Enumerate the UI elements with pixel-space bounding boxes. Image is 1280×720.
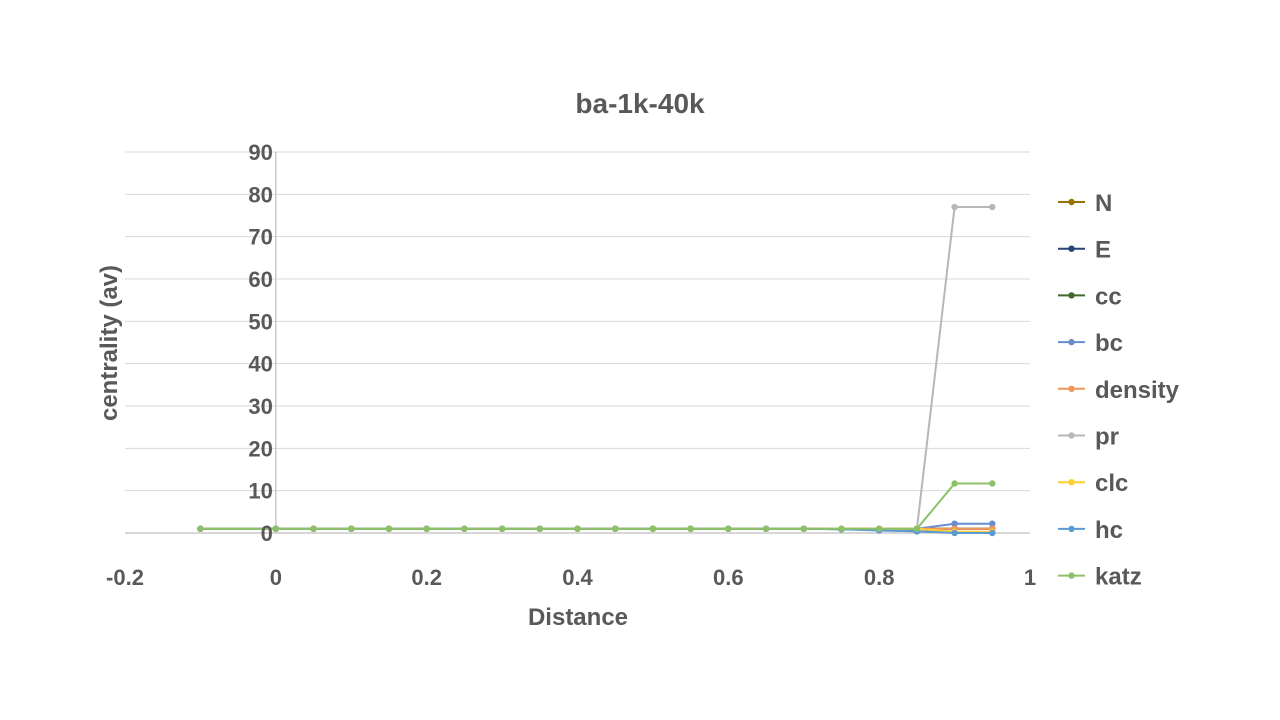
- y-tick-label: 10: [248, 479, 272, 504]
- legend-marker: [1068, 432, 1075, 439]
- legend-item-hc: hc: [1058, 517, 1123, 544]
- y-tick-label: 40: [248, 352, 272, 377]
- data-point: [989, 529, 996, 537]
- data-point: [612, 525, 619, 532]
- chart-title: ba-1k-40k: [575, 88, 705, 119]
- legend-marker: [1068, 245, 1075, 252]
- legend-item-E: E: [1058, 237, 1111, 264]
- data-point: [272, 525, 280, 532]
- legend-marker: [1068, 525, 1075, 533]
- y-axis-title: centrality (av): [96, 265, 123, 421]
- legend-marker: [1068, 385, 1075, 392]
- data-point: [725, 525, 732, 532]
- series-hc: [197, 525, 996, 537]
- y-tick-label: 50: [248, 309, 272, 334]
- y-tick-label: 70: [248, 225, 272, 250]
- x-axis-title: Distance: [528, 604, 628, 631]
- legend-item-density: density: [1058, 377, 1180, 404]
- x-tick-label: -0.2: [106, 565, 144, 590]
- series-pr: [197, 203, 996, 532]
- data-point: [951, 529, 958, 537]
- legend-label: pr: [1095, 424, 1119, 451]
- legend-marker: [1068, 479, 1075, 486]
- data-point: [461, 525, 468, 532]
- data-point: [838, 525, 845, 532]
- x-tick-label: 0: [270, 565, 282, 590]
- x-tick-label: 0.8: [864, 565, 895, 590]
- legend-item-clc: clc: [1058, 470, 1128, 497]
- axes: [125, 152, 1030, 534]
- x-tick-label: 0.2: [411, 565, 442, 590]
- legend-label: hc: [1095, 517, 1123, 544]
- data-point: [989, 520, 996, 527]
- data-point: [348, 525, 355, 532]
- y-tick-label: 90: [248, 140, 272, 165]
- data-point: [951, 203, 958, 211]
- legend-label: density: [1095, 377, 1180, 404]
- legend-label: E: [1095, 237, 1111, 264]
- data-point: [687, 525, 694, 532]
- data-point: [423, 525, 430, 532]
- legend-label: N: [1095, 190, 1112, 217]
- data-point: [951, 520, 958, 527]
- data-point: [649, 525, 657, 532]
- legend-item-pr: pr: [1058, 424, 1119, 451]
- data-point: [536, 525, 543, 532]
- series-katz: [197, 480, 996, 532]
- legend-label: bc: [1095, 330, 1123, 357]
- data-point: [989, 203, 996, 211]
- legend-item-N: N: [1058, 190, 1112, 217]
- y-tick-label: 80: [248, 182, 272, 207]
- legend-marker: [1068, 572, 1075, 579]
- y-tick-label: 0: [261, 521, 273, 546]
- x-tick-label: 0.4: [562, 565, 593, 590]
- y-tick-label: 60: [248, 267, 272, 292]
- x-tick-label: 0.6: [713, 565, 744, 590]
- data-point: [498, 525, 506, 532]
- legend-marker: [1068, 338, 1075, 346]
- data-point: [762, 525, 770, 532]
- legend-label: clc: [1095, 470, 1128, 497]
- legend-marker: [1068, 292, 1075, 299]
- y-tick-label: 30: [248, 394, 272, 419]
- data-point: [310, 525, 317, 532]
- data-point: [800, 525, 807, 532]
- series-layer: [197, 203, 996, 537]
- legend-marker: [1068, 198, 1075, 206]
- data-point: [951, 480, 958, 487]
- data-point: [913, 525, 921, 532]
- series-line: [200, 206, 993, 530]
- data-point: [875, 525, 883, 532]
- data-point: [385, 525, 393, 532]
- legend-label: cc: [1095, 283, 1122, 310]
- legend-item-katz: katz: [1058, 564, 1142, 591]
- data-point: [197, 525, 204, 532]
- legend-item-cc: cc: [1058, 283, 1122, 310]
- data-point: [574, 525, 581, 532]
- legend-item-bc: bc: [1058, 330, 1123, 357]
- legend-label: katz: [1095, 564, 1142, 591]
- data-point: [989, 480, 996, 487]
- y-tick-label: 20: [248, 436, 272, 461]
- tick-labels: 0 10 20 30 40 50 60 70 80 90 -0.2 0 0.2 0.4 0.6 0.8 1: [106, 140, 1036, 590]
- x-tick-label: 1: [1024, 565, 1036, 590]
